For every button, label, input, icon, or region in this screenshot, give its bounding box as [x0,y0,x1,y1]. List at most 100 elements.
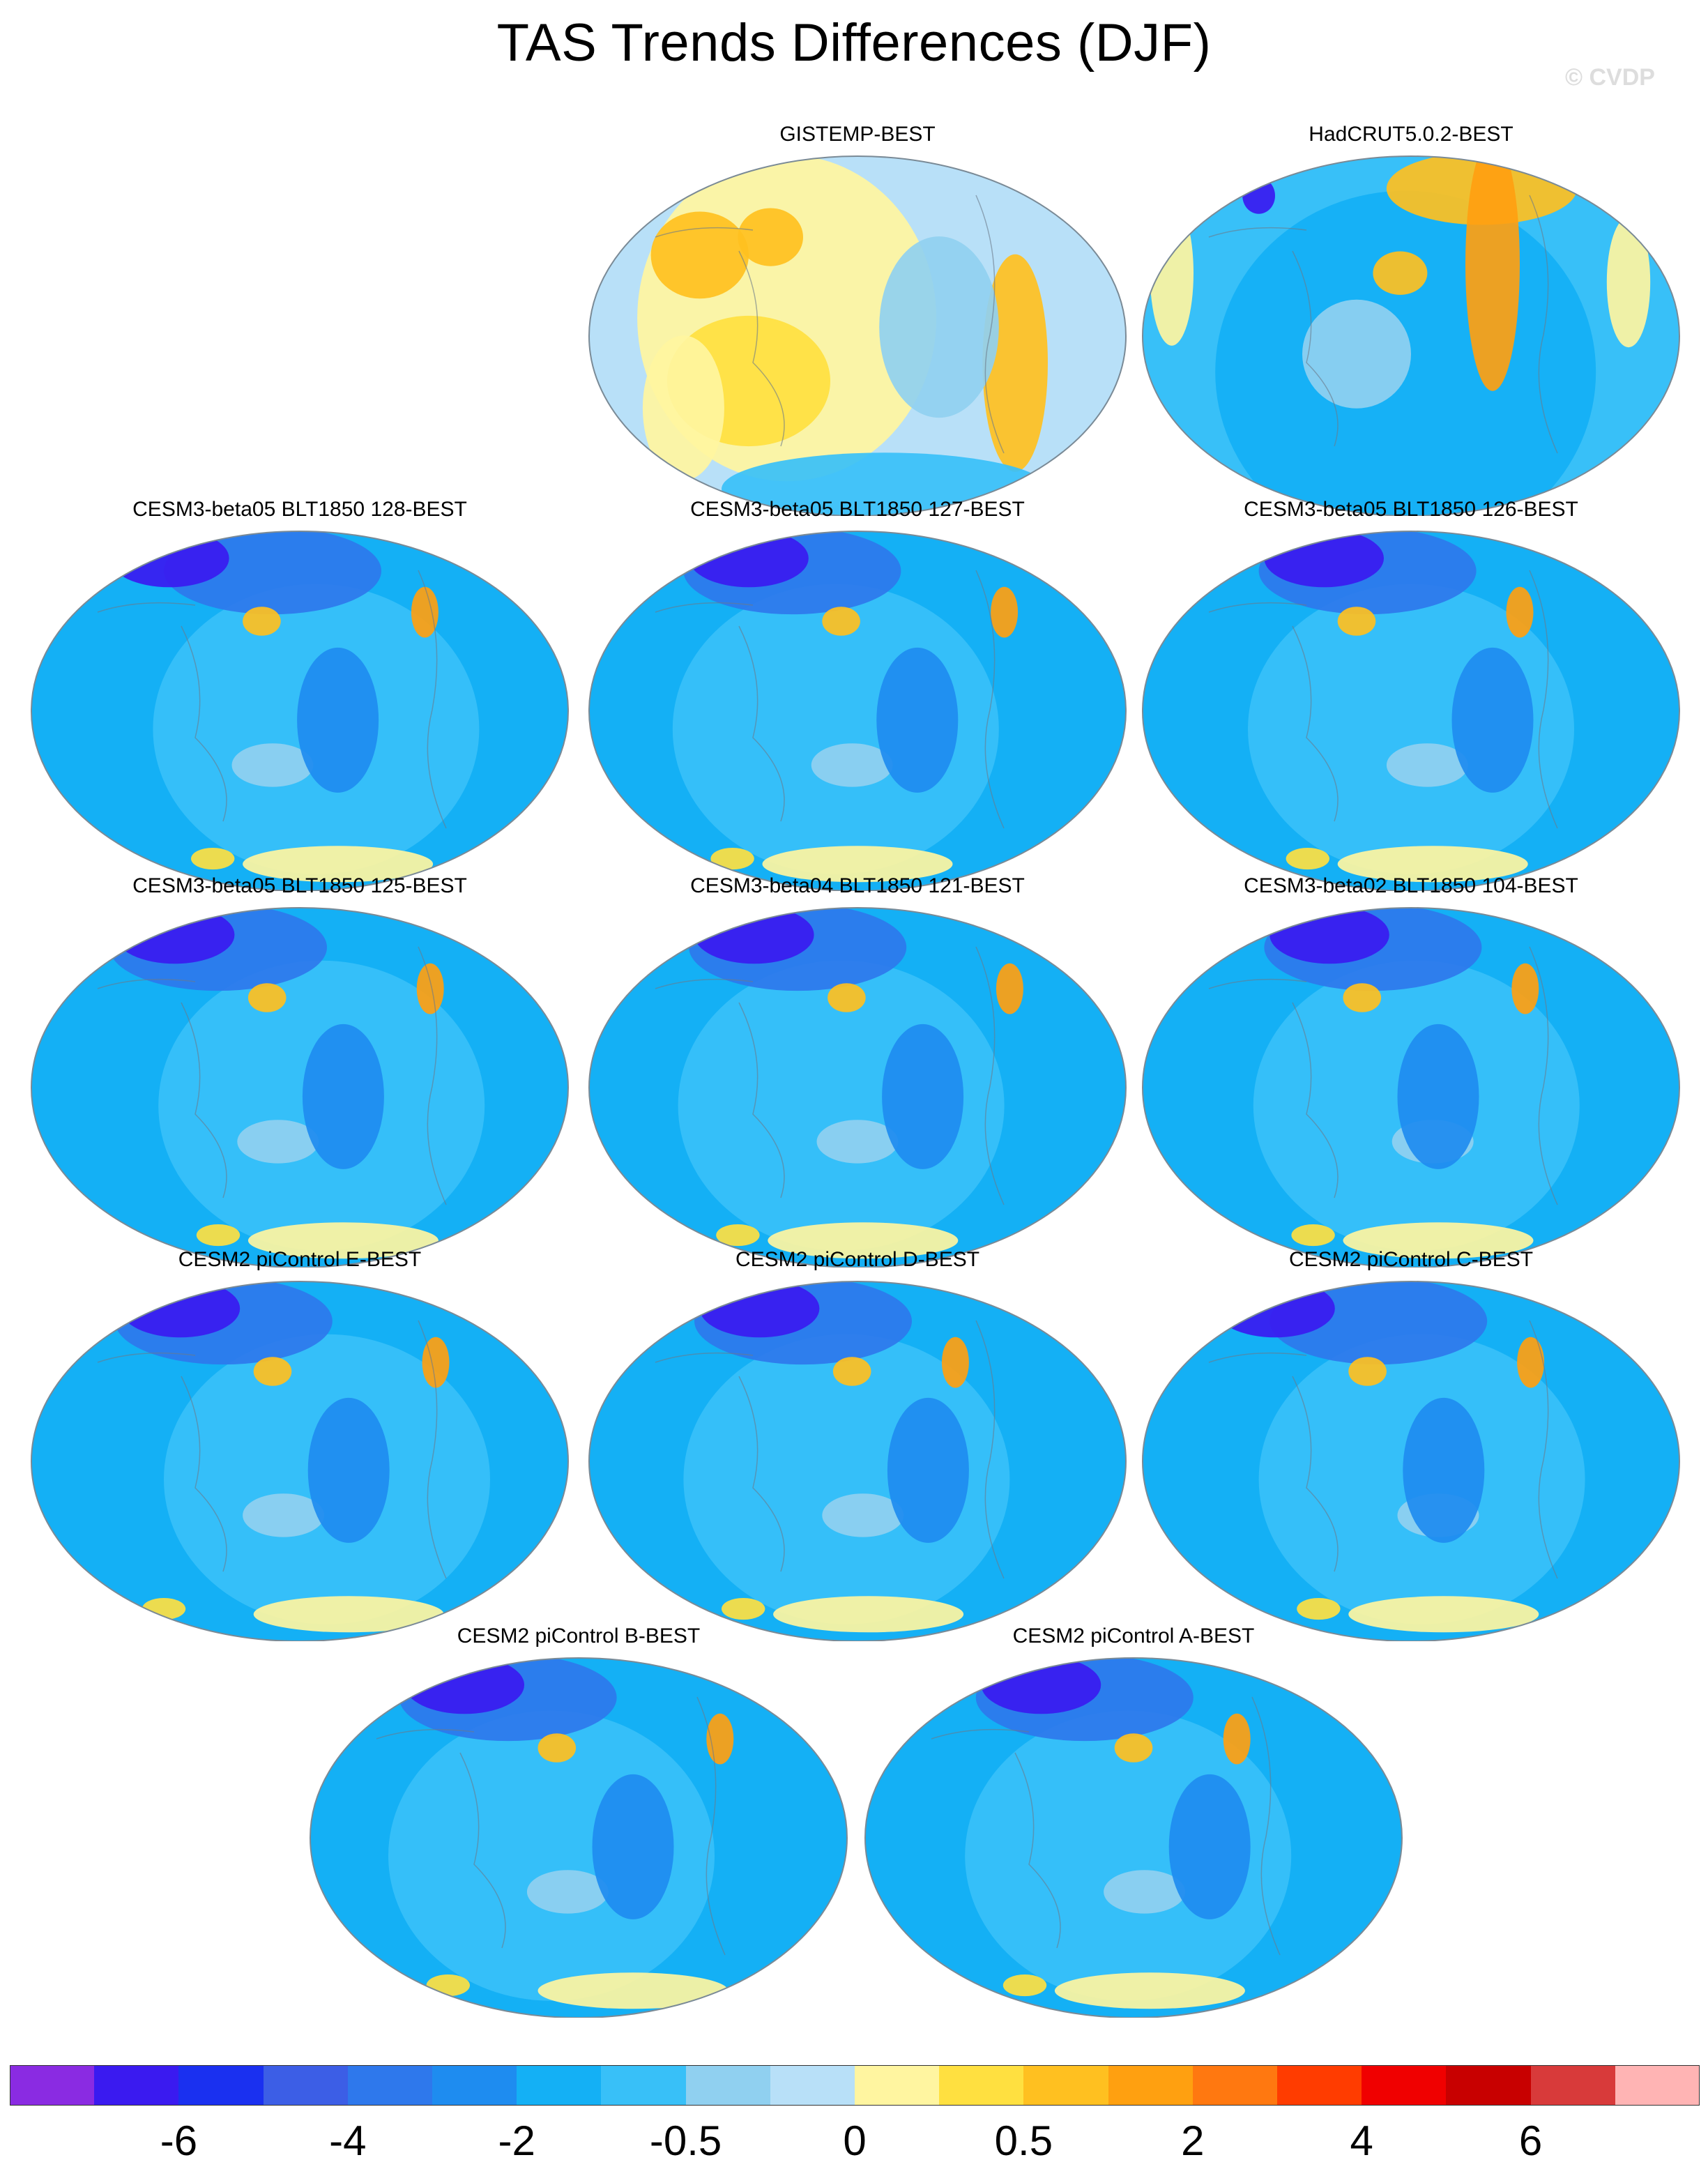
map-plot [588,155,1127,516]
panel-title: GISTEMP-BEST [779,123,936,146]
panel-title: CESM2 piControl B-BEST [457,1624,701,1647]
anomaly-region [816,1120,899,1164]
anomaly-region [822,1493,904,1537]
map-outline [588,155,1127,516]
map-outline [1142,907,1680,1268]
panel-title: CESM2 piControl D-BEST [735,1248,980,1271]
coastline [1208,946,1558,1205]
anomaly-region [237,1120,319,1164]
coastline [655,946,1005,1205]
anomaly-region [1054,1972,1245,2009]
anomaly-region [592,1774,674,1919]
coastline [931,1696,1281,1956]
map-plot [31,1281,569,1641]
anomaly-region [879,236,999,418]
coastline [655,1320,1005,1579]
colorbar-swatch [1192,2065,1278,2106]
map-plot [1142,1281,1680,1641]
colorbar-swatch [517,2065,602,2106]
anomaly-region [996,963,1023,1014]
anomaly-region [1386,743,1468,787]
colorbar-swatch [347,2065,433,2106]
coastline [376,1696,726,1956]
anomaly-region [1451,647,1534,793]
anomaly-region [1269,908,1389,964]
panel-title: CESM3-beta02 BLT1850 104-BEST [1244,874,1578,897]
map-outline [588,531,1127,891]
map-panel: CESM2 piControl E-BEST [28,1248,572,1687]
map-plot [310,1657,848,2018]
colorbar-swatch [685,2065,771,2106]
anomaly-region [253,1596,444,1633]
anomaly-region [196,1224,241,1247]
map-plot [588,907,1127,1268]
anomaly-region [243,1493,325,1537]
colorbar-swatch [1362,2065,1447,2106]
anomaly-region [537,1972,729,2009]
colorbar-swatch [1277,2065,1362,2106]
coastline [1208,1320,1558,1579]
colorbar-swatch [770,2065,855,2106]
colorbar-label: -4 [329,2117,367,2164]
anomaly-region [1506,586,1534,638]
anomaly-region [1403,1397,1485,1543]
anomaly-region [1264,531,1385,588]
anomaly-region [694,908,814,964]
anomaly-region [722,1597,765,1620]
anomaly-region [1215,1281,1335,1338]
anomaly-region [1291,1224,1335,1247]
anomaly-region [1223,1713,1251,1765]
coastline [1208,195,1558,454]
anomaly-region [1150,200,1194,346]
anomaly-region [1511,963,1539,1014]
map-panel: CESM3-beta05 BLT1850 126-BEST [1139,498,1683,937]
anomaly-region [422,1337,450,1388]
panel-title: CESM2 piControl A-BEST [1012,1624,1255,1647]
anomaly-region [243,846,434,883]
anomaly-region [1297,1597,1341,1620]
anomaly-region [642,335,724,481]
map-panel: CESM3-beta05 BLT1850 128-BEST [28,498,572,937]
anomaly-region [1337,607,1376,636]
colorbar-swatch [1446,2065,1532,2106]
page-title: TAS Trends Differences (DJF) [496,13,1212,73]
anomaly-region [297,647,379,793]
map-outline [588,1281,1127,1641]
coastline [97,1320,447,1579]
anomaly-region [1465,156,1520,391]
map-outline [1142,155,1680,516]
coastline [655,195,1005,454]
map-outline [588,907,1127,1268]
colorbar-swatch [432,2065,517,2106]
anomaly-region [876,647,959,793]
colorbar-swatch [939,2065,1024,2106]
anomaly-region [773,1596,964,1633]
map-plot [1142,155,1680,516]
anomaly-region [191,847,235,870]
map-outline [310,1657,848,2018]
anomaly-region [832,1357,871,1386]
anomaly-region [650,211,749,299]
colorbar-label: 4 [1350,2117,1373,2164]
panel-title: CESM3-beta05 BLT1850 127-BEST [690,498,1025,521]
anomaly-region [1606,217,1651,348]
anomaly-region [247,1222,439,1259]
map-plot [31,907,569,1268]
anomaly-region [1168,1774,1251,1919]
coastline [655,570,1005,829]
anomaly-region [991,586,1019,638]
colorbar-swatch [178,2065,264,2106]
anomaly-region [716,1224,760,1247]
anomaly-region [120,1281,241,1338]
map-outline [31,531,569,891]
panel-title: HadCRUT5.0.2-BEST [1309,123,1513,146]
colorbar-label: 0 [843,2117,867,2164]
anomaly-region [114,908,235,964]
colorbar-label: 6 [1518,2117,1543,2164]
panel-title: CESM3-beta05 BLT1850 125-BEST [132,874,467,897]
anomaly-region [738,208,803,266]
anomaly-region [1343,983,1382,1012]
colorbar-swatch [1023,2065,1109,2106]
map-panel: HadCRUT5.0.2-BEST [1139,123,1683,562]
map-panel: CESM3-beta04 BLT1850 121-BEST [586,874,1129,1314]
